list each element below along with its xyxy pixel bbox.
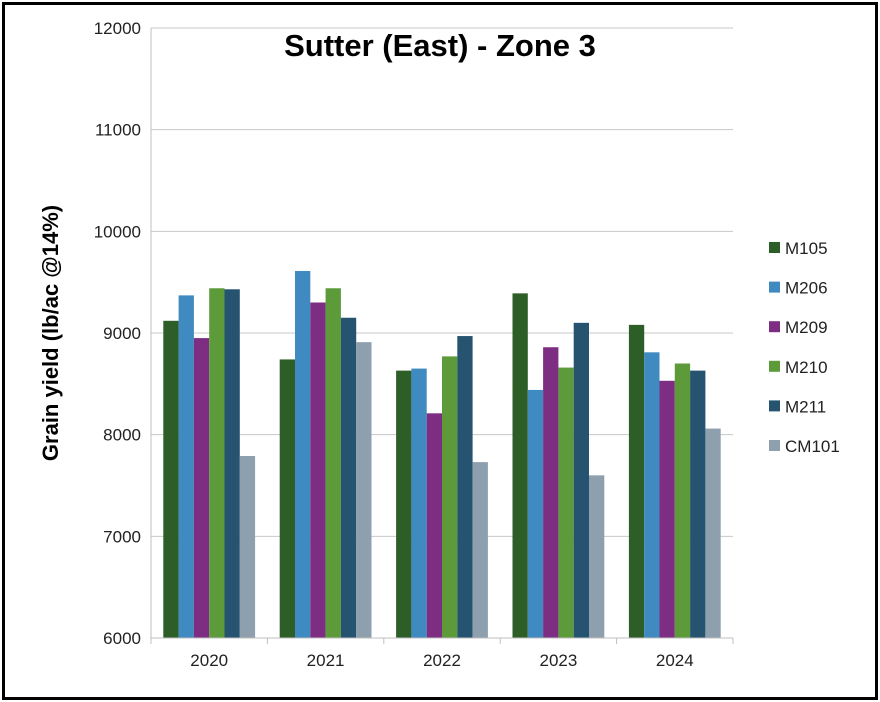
- bar-m206-2020: [178, 295, 194, 638]
- chart-title: Sutter (East) - Zone 3: [284, 28, 596, 63]
- x-tick-label: 2023: [539, 651, 577, 670]
- x-tick-label: 2021: [307, 651, 345, 670]
- legend-swatch-m105: [769, 242, 780, 253]
- bar-m209-2024: [659, 380, 675, 638]
- bar-m211-2022: [457, 336, 473, 638]
- bar-m206-2022: [411, 368, 427, 638]
- y-tick-label: 11000: [95, 121, 141, 140]
- legend-label-m206: M206: [785, 279, 828, 298]
- bar-m209-2020: [193, 338, 210, 638]
- bar-m211-2021: [340, 317, 357, 638]
- legend-swatch-cm101: [769, 440, 780, 451]
- x-tick-label: 2020: [190, 651, 228, 670]
- x-tick-label: 2024: [656, 651, 694, 670]
- bar-m105-2023: [512, 293, 528, 638]
- bar-m210-2021: [325, 288, 341, 638]
- legend-swatch-m211: [769, 400, 780, 412]
- bar-m206-2024: [644, 352, 660, 638]
- bar-cm101-2020: [239, 456, 256, 638]
- y-tick-label: 10000: [94, 222, 141, 241]
- bar-m209-2023: [543, 347, 559, 638]
- bar-m105-2024: [628, 324, 645, 638]
- bar-m105-2020: [163, 320, 179, 638]
- bar-m210-2022: [442, 356, 458, 638]
- legend-swatch-m206: [769, 281, 780, 293]
- y-tick-label: 7000: [103, 527, 141, 546]
- bar-m105-2021: [279, 359, 295, 638]
- bar-cm101-2022: [472, 462, 488, 638]
- bar-cm101-2023: [589, 475, 605, 638]
- bar-m206-2023: [527, 389, 544, 638]
- bar-m211-2020: [224, 289, 240, 638]
- y-tick-label: 6000: [103, 629, 141, 648]
- legend-label-m210: M210: [785, 358, 828, 377]
- bar-m209-2022: [426, 413, 442, 638]
- bar-m210-2020: [209, 288, 225, 638]
- bar-m210-2023: [558, 367, 574, 638]
- bar-m105-2022: [396, 370, 412, 638]
- legend: M105 M206 M209 M210 M211 CM101: [769, 239, 840, 456]
- bar-cm101-2024: [705, 428, 721, 638]
- legend-swatch-m210: [769, 360, 780, 372]
- legend-label-cm101: CM101: [785, 437, 840, 456]
- legend-label-m209: M209: [785, 318, 828, 337]
- bar-m209-2021: [310, 302, 326, 638]
- y-tick-label: 9000: [103, 324, 141, 343]
- bar-m210-2024: [674, 363, 691, 638]
- legend-swatch-m209: [769, 321, 780, 333]
- legend-label-m105: M105: [785, 239, 828, 258]
- bars: [163, 270, 721, 638]
- x-axis: 2020 2021 2022 2023 2024: [150, 28, 734, 670]
- bar-m211-2023: [573, 322, 589, 638]
- y-tick-label: 8000: [103, 426, 141, 445]
- bar-m206-2021: [295, 270, 311, 638]
- x-tick-label: 2022: [423, 651, 461, 670]
- legend-label-m211: M211: [785, 397, 826, 416]
- y-axis-label: Grain yield (lb/ac @14%): [38, 205, 63, 461]
- bar-cm101-2021: [356, 342, 372, 638]
- y-tick-labels: 6000 7000 8000 9000 10000 11000 12000: [94, 19, 141, 648]
- bar-m211-2024: [690, 370, 706, 638]
- y-tick-label: 12000: [94, 19, 141, 38]
